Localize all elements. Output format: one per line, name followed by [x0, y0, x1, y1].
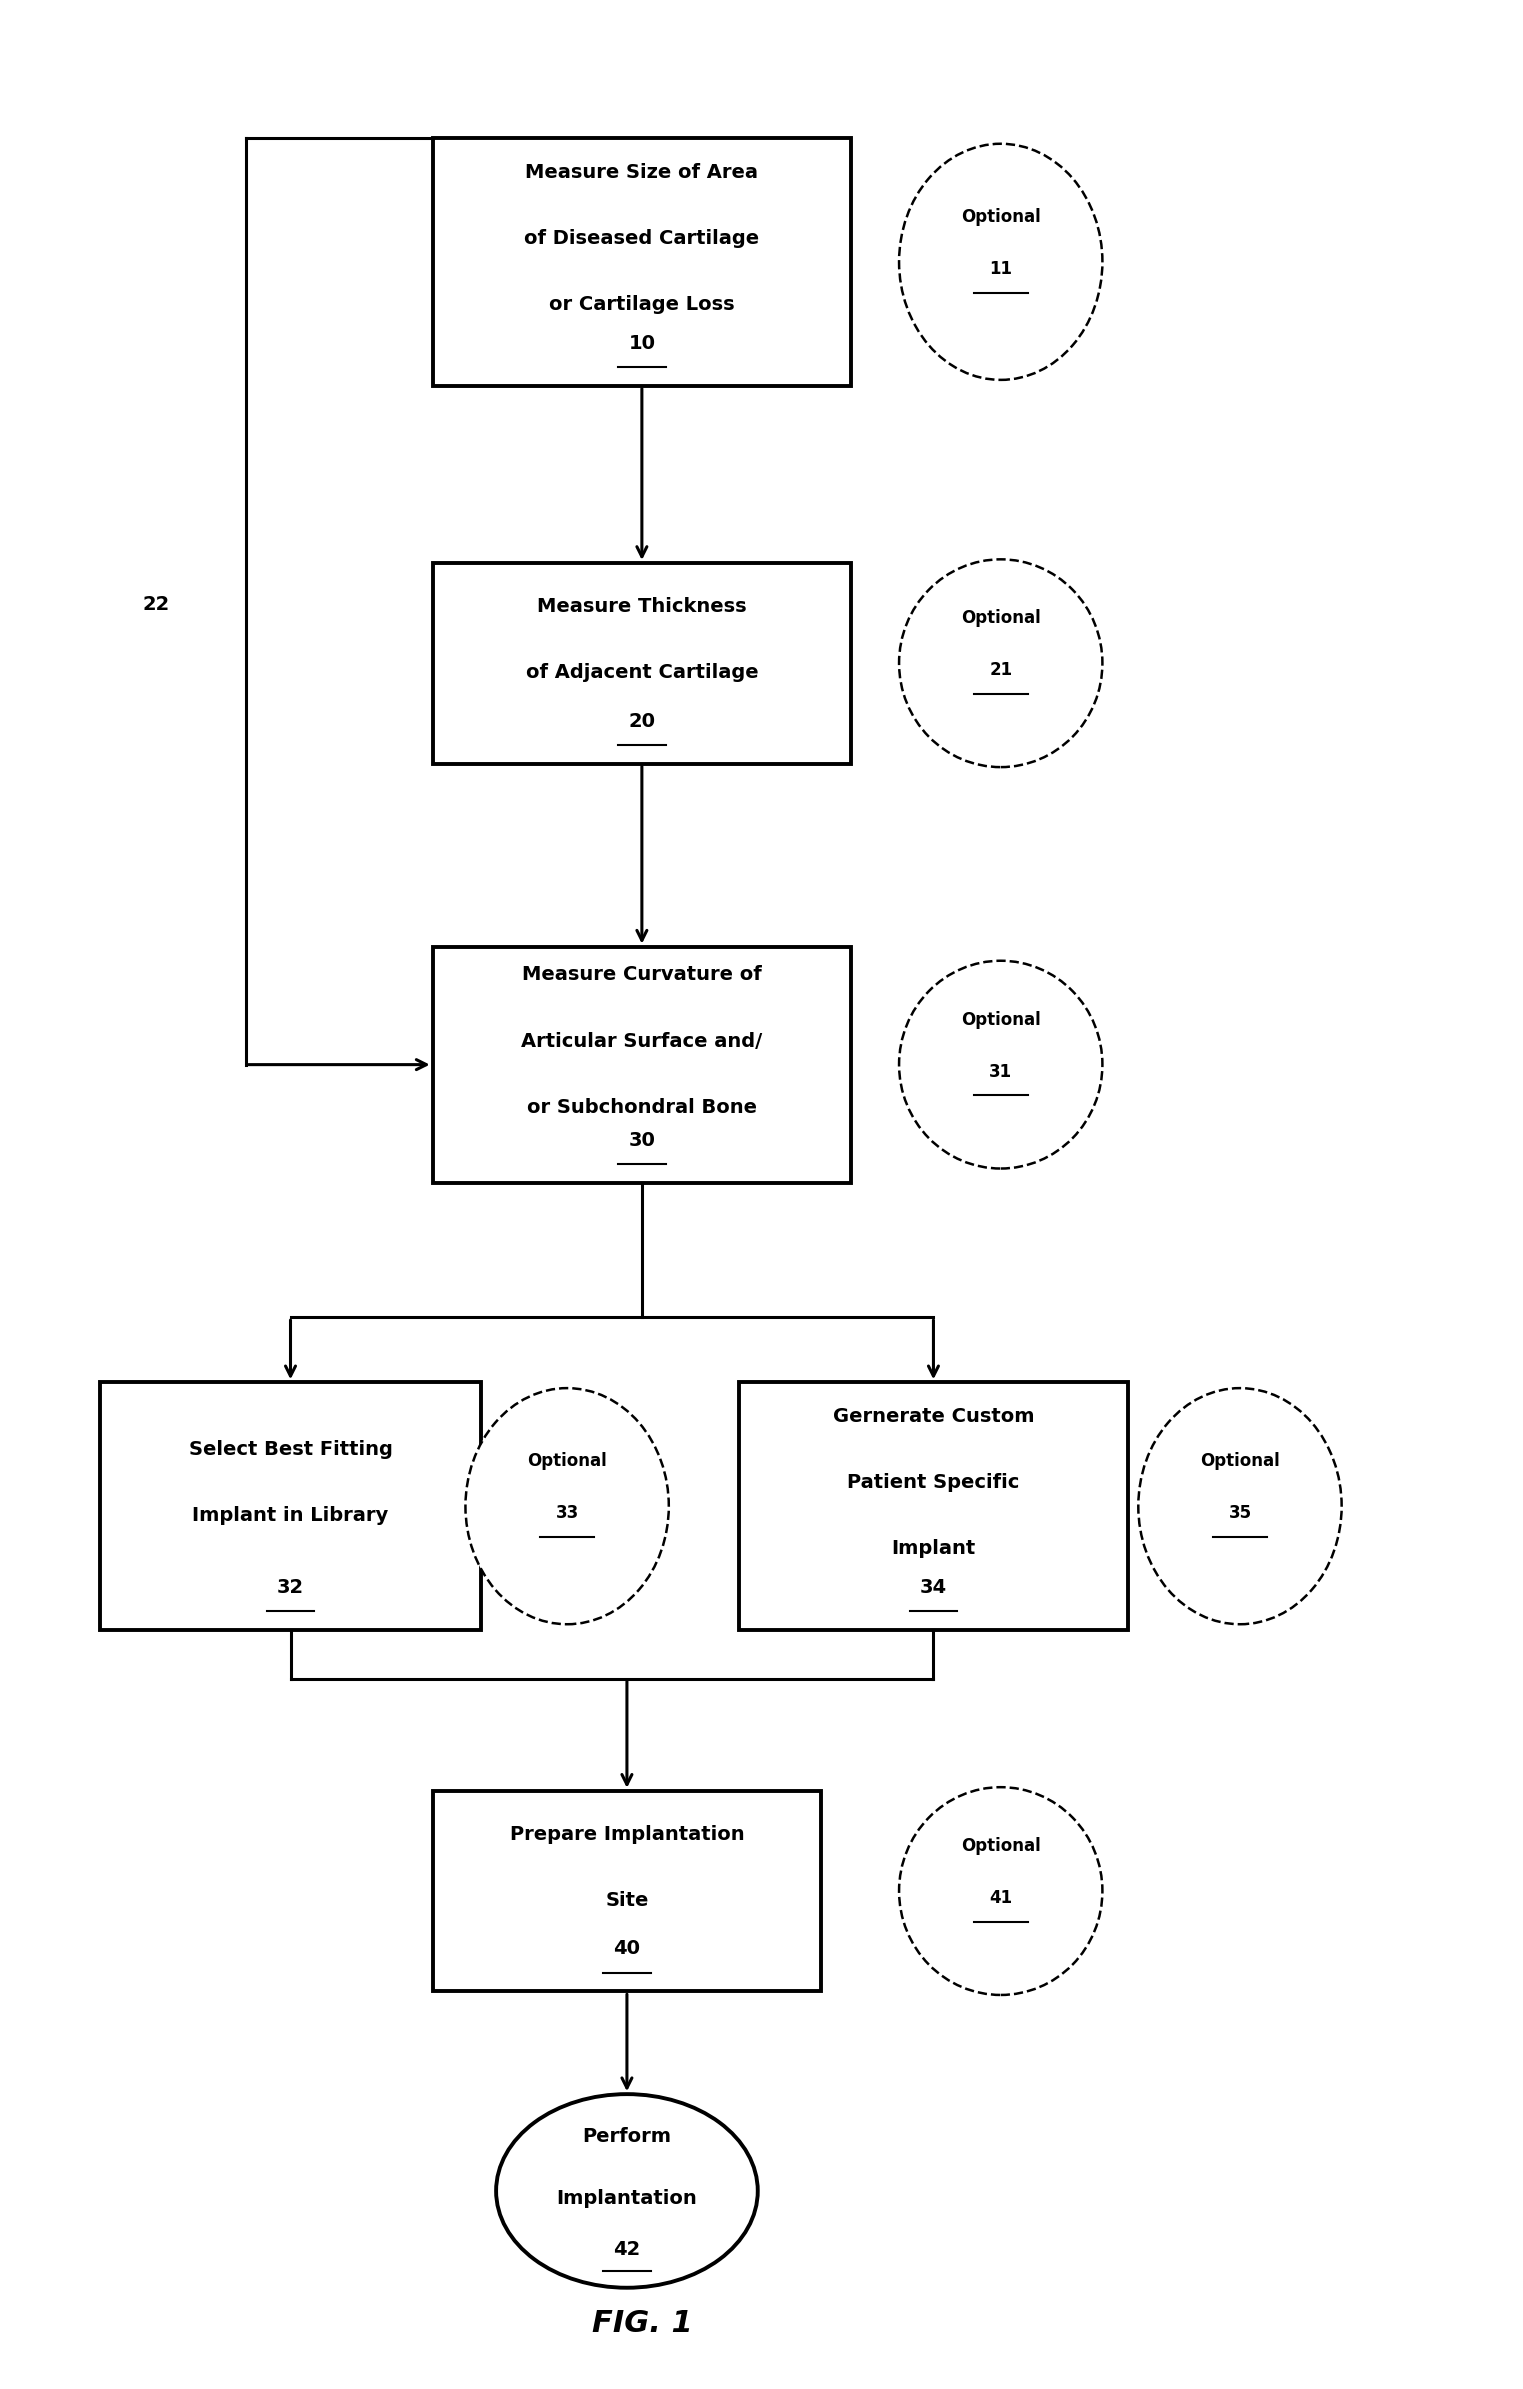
Text: Implant in Library: Implant in Library [192, 1505, 388, 1524]
Text: Measure Curvature of: Measure Curvature of [522, 965, 762, 984]
Text: or Subchondral Bone: or Subchondral Bone [527, 1097, 757, 1116]
Ellipse shape [899, 559, 1103, 767]
Text: of Adjacent Cartilage: of Adjacent Cartilage [525, 664, 758, 683]
Bar [433, 946, 851, 1183]
Text: Implantation: Implantation [556, 2188, 698, 2207]
Text: Patient Specific: Patient Specific [847, 1474, 1019, 1493]
Text: 22: 22 [142, 595, 169, 614]
Text: 33: 33 [556, 1505, 579, 1522]
Ellipse shape [1138, 1388, 1342, 1625]
Text: 42: 42 [614, 2241, 641, 2260]
Text: 34: 34 [920, 1579, 947, 1598]
Text: Articular Surface and/: Articular Surface and/ [521, 1032, 763, 1051]
Text: 32: 32 [277, 1579, 305, 1598]
Text: 20: 20 [629, 712, 655, 731]
Text: Optional: Optional [527, 1453, 608, 1469]
Text: Optional: Optional [961, 1011, 1040, 1030]
Bar [433, 1792, 821, 1992]
Text: Measure Size of Area: Measure Size of Area [525, 162, 758, 182]
Text: 40: 40 [614, 1940, 641, 1959]
Text: 21: 21 [988, 662, 1013, 678]
Text: Select Best Fitting: Select Best Fitting [189, 1441, 393, 1460]
Text: or Cartilage Loss: or Cartilage Loss [550, 294, 734, 313]
Text: 10: 10 [629, 334, 655, 354]
Text: Optional: Optional [1200, 1453, 1279, 1469]
Bar [433, 139, 851, 385]
Text: 35: 35 [1229, 1505, 1252, 1522]
Text: 11: 11 [990, 260, 1013, 277]
Text: Site: Site [605, 1892, 649, 1909]
Ellipse shape [466, 1388, 669, 1625]
Text: Implant: Implant [891, 1539, 976, 1558]
Text: Optional: Optional [961, 208, 1040, 227]
Text: 31: 31 [988, 1063, 1013, 1080]
Bar [433, 564, 851, 764]
Ellipse shape [899, 960, 1103, 1168]
Text: of Diseased Cartilage: of Diseased Cartilage [524, 229, 760, 248]
Text: 30: 30 [629, 1130, 655, 1149]
Ellipse shape [899, 1787, 1103, 1995]
Text: Perform: Perform [582, 2126, 672, 2145]
Bar [101, 1383, 481, 1629]
Text: Optional: Optional [961, 1837, 1040, 1856]
Text: 41: 41 [988, 1890, 1013, 1906]
Text: Optional: Optional [961, 609, 1040, 628]
Text: FIG. 1: FIG. 1 [591, 2308, 693, 2339]
Text: Prepare Implantation: Prepare Implantation [510, 1825, 745, 1844]
Bar [739, 1383, 1129, 1629]
Text: Gernerate Custom: Gernerate Custom [833, 1407, 1034, 1426]
Ellipse shape [899, 143, 1103, 380]
Ellipse shape [496, 2095, 758, 2289]
Text: Measure Thickness: Measure Thickness [538, 597, 746, 616]
